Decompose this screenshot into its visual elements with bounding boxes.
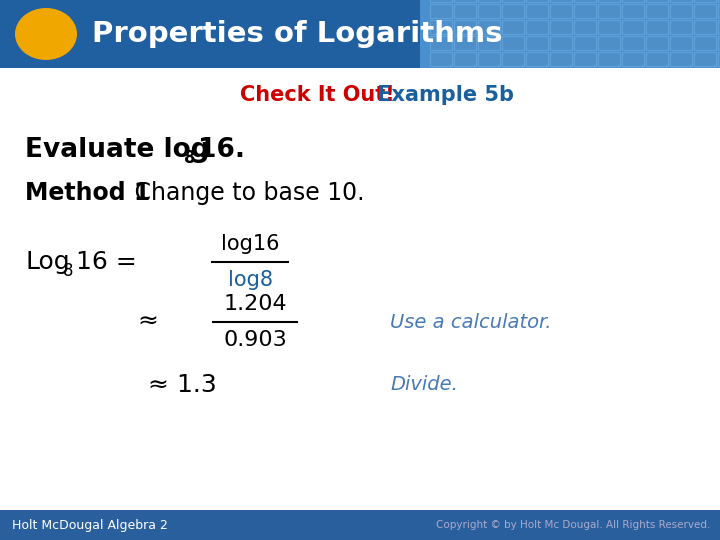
FancyBboxPatch shape [694,0,716,2]
FancyBboxPatch shape [670,0,692,2]
FancyBboxPatch shape [574,52,596,66]
FancyBboxPatch shape [718,0,720,2]
FancyBboxPatch shape [622,20,644,34]
FancyBboxPatch shape [0,0,420,68]
FancyBboxPatch shape [598,36,620,50]
Ellipse shape [15,8,77,60]
FancyBboxPatch shape [478,4,500,18]
Polygon shape [0,0,720,68]
FancyBboxPatch shape [478,0,500,2]
Text: Properties of Logarithms: Properties of Logarithms [92,20,503,48]
FancyBboxPatch shape [670,4,692,18]
Text: Check It Out!: Check It Out! [240,85,395,105]
Text: 16.: 16. [198,137,245,163]
FancyBboxPatch shape [574,36,596,50]
FancyBboxPatch shape [430,36,452,50]
FancyBboxPatch shape [646,4,668,18]
FancyBboxPatch shape [502,0,524,2]
Text: Holt McDougal Algebra 2: Holt McDougal Algebra 2 [12,518,168,531]
FancyBboxPatch shape [478,20,500,34]
FancyBboxPatch shape [526,20,548,34]
FancyBboxPatch shape [598,0,620,2]
FancyBboxPatch shape [670,52,692,66]
Text: Use a calculator.: Use a calculator. [390,313,552,332]
FancyBboxPatch shape [526,36,548,50]
FancyBboxPatch shape [670,20,692,34]
Text: log8: log8 [228,270,272,290]
FancyBboxPatch shape [550,4,572,18]
FancyBboxPatch shape [718,36,720,50]
FancyBboxPatch shape [694,36,716,50]
FancyBboxPatch shape [550,52,572,66]
FancyBboxPatch shape [646,0,668,2]
FancyBboxPatch shape [598,4,620,18]
FancyBboxPatch shape [598,20,620,34]
Text: ≈: ≈ [138,310,158,334]
FancyBboxPatch shape [550,0,572,2]
Text: Log: Log [25,250,70,274]
FancyBboxPatch shape [454,4,476,18]
FancyBboxPatch shape [670,36,692,50]
FancyBboxPatch shape [550,20,572,34]
FancyBboxPatch shape [694,20,716,34]
Text: Copyright © by Holt Mc Dougal. All Rights Reserved.: Copyright © by Holt Mc Dougal. All Right… [436,520,710,530]
FancyBboxPatch shape [430,4,452,18]
Text: 8: 8 [184,149,196,167]
FancyBboxPatch shape [502,36,524,50]
FancyBboxPatch shape [718,4,720,18]
FancyBboxPatch shape [526,52,548,66]
Text: ≈ 1.3: ≈ 1.3 [148,373,217,397]
FancyBboxPatch shape [478,52,500,66]
FancyBboxPatch shape [574,4,596,18]
Text: 1.204: 1.204 [223,294,287,314]
FancyBboxPatch shape [430,52,452,66]
FancyBboxPatch shape [622,4,644,18]
FancyBboxPatch shape [694,52,716,66]
FancyBboxPatch shape [430,0,452,2]
FancyBboxPatch shape [454,52,476,66]
FancyBboxPatch shape [454,0,476,2]
FancyBboxPatch shape [646,20,668,34]
Text: Divide.: Divide. [390,375,458,395]
Text: Change to base 10.: Change to base 10. [127,181,364,205]
FancyBboxPatch shape [574,0,596,2]
Text: Example 5b: Example 5b [370,85,514,105]
FancyBboxPatch shape [502,4,524,18]
FancyBboxPatch shape [526,0,548,2]
FancyBboxPatch shape [574,20,596,34]
FancyBboxPatch shape [718,52,720,66]
FancyBboxPatch shape [454,36,476,50]
FancyBboxPatch shape [646,36,668,50]
FancyBboxPatch shape [502,52,524,66]
FancyBboxPatch shape [718,20,720,34]
FancyBboxPatch shape [430,20,452,34]
FancyBboxPatch shape [646,52,668,66]
FancyBboxPatch shape [622,52,644,66]
Text: Method 1: Method 1 [25,181,150,205]
FancyBboxPatch shape [550,36,572,50]
FancyBboxPatch shape [598,52,620,66]
Text: 16 =: 16 = [76,250,137,274]
FancyBboxPatch shape [502,20,524,34]
FancyBboxPatch shape [478,36,500,50]
Text: Evaluate log: Evaluate log [25,137,210,163]
FancyBboxPatch shape [0,510,720,540]
Text: 0.903: 0.903 [223,330,287,350]
Text: log16: log16 [221,234,279,254]
Text: 8: 8 [63,262,73,280]
FancyBboxPatch shape [526,4,548,18]
FancyBboxPatch shape [622,0,644,2]
FancyBboxPatch shape [454,20,476,34]
FancyBboxPatch shape [694,4,716,18]
FancyBboxPatch shape [622,36,644,50]
